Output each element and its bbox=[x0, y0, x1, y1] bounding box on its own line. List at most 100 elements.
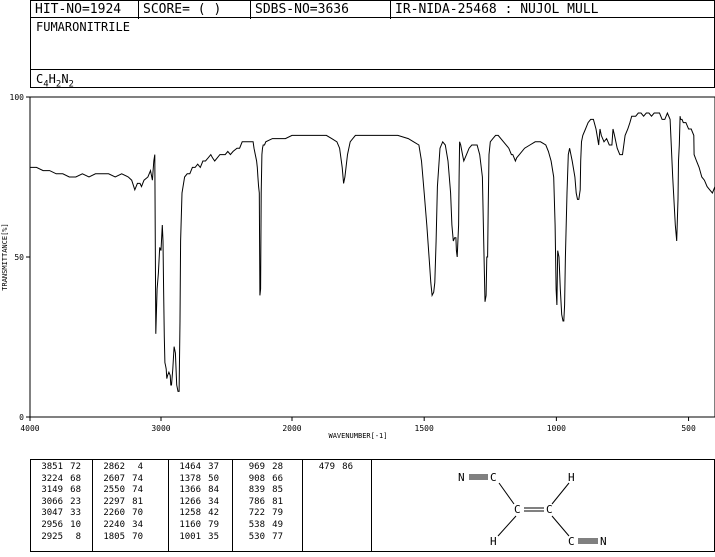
peak-transmittance: 35 bbox=[208, 531, 219, 542]
peak-transmittance: 50 bbox=[208, 473, 219, 484]
peak-row: 722 79 bbox=[233, 508, 302, 520]
peak-transmittance: 23 bbox=[70, 496, 81, 507]
peak-column: 2862 4 2607 74 2550 74 2297 81 2260 70 2240 34 1805 7… bbox=[93, 460, 169, 551]
score: SCORE= ( ) bbox=[143, 2, 222, 17]
peak-row: 1805 70 bbox=[93, 532, 168, 544]
atom-c1: C bbox=[490, 471, 497, 484]
peak-wavenumber: 2260 bbox=[103, 508, 125, 519]
peak-column: 3851 72 3224 68 3149 68 3066 23 3047 33 2956 10 2925… bbox=[31, 460, 93, 551]
peak-row: 530 77 bbox=[233, 532, 302, 544]
peak-row: 908 66 bbox=[233, 474, 302, 486]
peak-transmittance: 37 bbox=[208, 462, 219, 472]
atom-c3: C bbox=[546, 503, 553, 516]
peak-wavenumber: 479 bbox=[318, 462, 335, 472]
peak-wavenumber: 2550 bbox=[103, 485, 125, 496]
peak-wavenumber: 3047 bbox=[41, 508, 63, 519]
peak-wavenumber: 1258 bbox=[179, 508, 201, 519]
y-axis-ticks: 0 50 100 bbox=[10, 93, 30, 422]
peak-transmittance: 33 bbox=[70, 508, 81, 519]
peak-row: 1001 35 bbox=[169, 532, 232, 544]
peak-row: 2956 10 bbox=[31, 520, 92, 532]
peak-transmittance: 81 bbox=[132, 496, 143, 507]
peak-row: 1160 79 bbox=[169, 520, 232, 532]
peak-transmittance: 42 bbox=[208, 508, 219, 519]
peak-transmittance: 68 bbox=[70, 485, 81, 496]
peak-row: 3149 68 bbox=[31, 485, 92, 497]
peak-column: 1464 37 1378 50 1366 84 1266 34 1258 42 1160 79 1001… bbox=[169, 460, 233, 551]
peak-row: 839 85 bbox=[233, 485, 302, 497]
peak-transmittance: 79 bbox=[272, 508, 283, 519]
peak-wavenumber: 530 bbox=[248, 531, 265, 542]
x-axis-ticks: 4000 3000 2000 1500 1000 500 bbox=[20, 417, 696, 433]
y-tick-label: 0 bbox=[19, 413, 24, 422]
peak-transmittance: 74 bbox=[132, 473, 143, 484]
atom-n2: N bbox=[600, 535, 607, 548]
peak-transmittance: 8 bbox=[75, 531, 81, 542]
peak-row: 2260 70 bbox=[93, 508, 168, 520]
molecular-formula: C4H2N2 bbox=[36, 72, 74, 89]
peak-row: 1378 50 bbox=[169, 474, 232, 486]
atom-c4: C bbox=[568, 535, 575, 548]
peak-wavenumber: 1378 bbox=[179, 473, 201, 484]
peak-row: 786 81 bbox=[233, 497, 302, 509]
peak-row: 2607 74 bbox=[93, 474, 168, 486]
peak-column: 969 28 908 66 839 85 786 81 722 79 538 49 530 77 bbox=[233, 460, 303, 551]
peak-row: 538 49 bbox=[233, 520, 302, 532]
peak-row: 3224 68 bbox=[31, 474, 92, 486]
peak-table: 3851 72 3224 68 3149 68 3066 23 3047 33 2956 10 2925… bbox=[30, 459, 372, 552]
peak-transmittance: 10 bbox=[70, 519, 81, 530]
peak-transmittance: 77 bbox=[272, 531, 283, 542]
peak-wavenumber: 538 bbox=[248, 519, 265, 530]
peak-row: 2925 8 bbox=[31, 532, 92, 544]
peak-transmittance: 66 bbox=[272, 473, 283, 484]
peak-transmittance: 34 bbox=[208, 496, 219, 507]
ir-info: IR-NIDA-25468 : NUJOL MULL bbox=[395, 2, 599, 17]
peak-wavenumber: 1805 bbox=[103, 531, 125, 542]
peak-transmittance: 74 bbox=[132, 485, 143, 496]
formula-n-count: 2 bbox=[68, 79, 74, 90]
peak-row: 1366 84 bbox=[169, 485, 232, 497]
peak-wavenumber: 2297 bbox=[103, 496, 125, 507]
peak-wavenumber: 2925 bbox=[41, 531, 63, 542]
peak-row: 3066 23 bbox=[31, 497, 92, 509]
peak-row: 3851 72 bbox=[31, 462, 92, 474]
y-tick-label: 50 bbox=[14, 253, 24, 262]
structure-drawing: N C H C C H C N bbox=[458, 471, 607, 548]
x-axis-label: WAVENUMBER[-1] bbox=[328, 432, 387, 440]
peak-wavenumber: 1160 bbox=[179, 519, 201, 530]
peak-row: 2297 81 bbox=[93, 497, 168, 509]
peak-transmittance: 49 bbox=[272, 519, 283, 530]
peak-transmittance: 68 bbox=[70, 473, 81, 484]
peak-wavenumber: 969 bbox=[248, 462, 265, 472]
atom-h2: H bbox=[490, 535, 497, 548]
atom-c2: C bbox=[514, 503, 521, 516]
peak-wavenumber: 722 bbox=[248, 508, 265, 519]
molecular-structure: N C H C C H C N bbox=[372, 459, 715, 552]
peak-transmittance: 72 bbox=[70, 462, 81, 472]
peak-wavenumber: 2607 bbox=[103, 473, 125, 484]
peak-row: 2240 34 bbox=[93, 520, 168, 532]
peak-row: 3047 33 bbox=[31, 508, 92, 520]
peak-row: 2862 4 bbox=[93, 462, 168, 474]
peak-wavenumber: 908 bbox=[248, 473, 265, 484]
ir-spectrum-chart: 4000 3000 2000 1500 1000 500 0 50 100 WAVENUMBE… bbox=[1, 93, 715, 440]
peak-wavenumber: 1464 bbox=[179, 462, 201, 472]
peak-wavenumber: 786 bbox=[248, 496, 265, 507]
peak-row: 2550 74 bbox=[93, 485, 168, 497]
peak-wavenumber: 3149 bbox=[41, 485, 63, 496]
peak-row: 1258 42 bbox=[169, 508, 232, 520]
peak-transmittance: 79 bbox=[208, 519, 219, 530]
peak-wavenumber: 2956 bbox=[41, 519, 63, 530]
formula-h-count: 2 bbox=[55, 79, 62, 90]
peak-row: 1266 34 bbox=[169, 497, 232, 509]
y-tick-label: 100 bbox=[10, 93, 25, 102]
peak-transmittance: 4 bbox=[137, 462, 143, 472]
peak-transmittance: 28 bbox=[272, 462, 283, 472]
atom-h1: H bbox=[568, 471, 575, 484]
x-tick-label: 3000 bbox=[151, 424, 170, 433]
formula-c-count: 4 bbox=[43, 79, 49, 90]
peak-wavenumber: 1266 bbox=[179, 496, 201, 507]
peak-transmittance: 84 bbox=[208, 485, 219, 496]
peak-transmittance: 34 bbox=[132, 519, 143, 530]
formula-c: C bbox=[36, 72, 44, 86]
